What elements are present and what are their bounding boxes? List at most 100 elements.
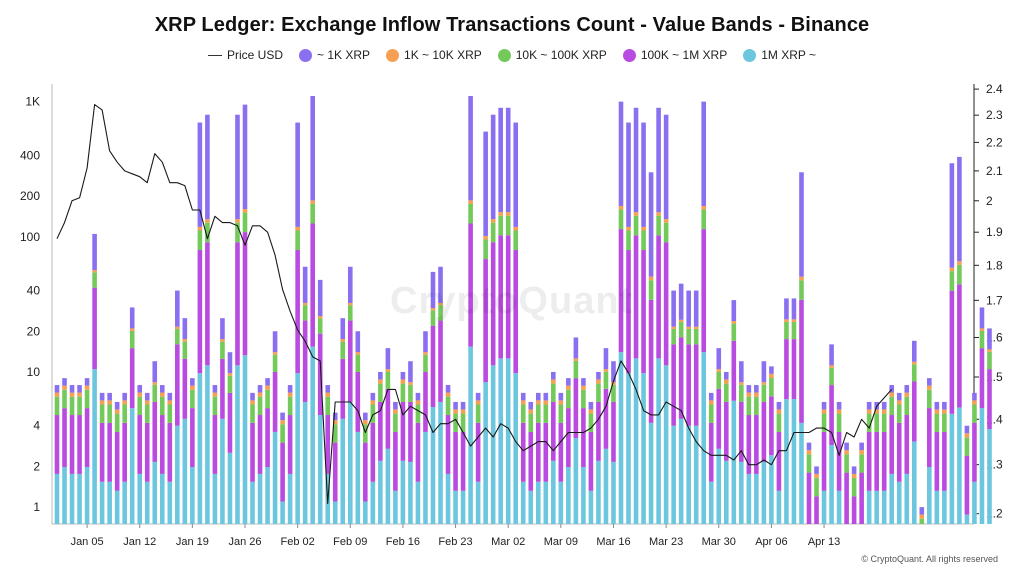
- bar-segment-1m-plus: [769, 455, 774, 524]
- y-tick-label: 1: [33, 500, 40, 514]
- bar-segment-1m-plus: [265, 467, 270, 524]
- bar-segment-10k-100k: [851, 478, 857, 497]
- legend-item-band-2[interactable]: 1K ~ 10K XRP: [386, 48, 482, 62]
- bar-segment-under-1k: [784, 298, 789, 320]
- bar-segment-1k-10k: [205, 219, 210, 223]
- bar-segment-1k-10k: [761, 382, 767, 385]
- bar-segment-1k-10k: [844, 450, 849, 455]
- legend-item-band-3[interactable]: 10K ~ 100K XRP: [497, 48, 607, 62]
- bar-segment-100k-1m: [453, 431, 458, 491]
- bar-segment-100k-1m: [701, 229, 707, 353]
- bar-segment-under-1k: [430, 271, 436, 309]
- bar-segment-1k-10k: [212, 392, 218, 397]
- bar-segment-1k-10k: [551, 379, 556, 384]
- bar-segment-100k-1m: [137, 415, 143, 474]
- bar-segment-10k-100k: [859, 454, 864, 473]
- bar-segment-under-1k: [972, 392, 977, 401]
- bar-segment-1m-plus: [573, 438, 579, 524]
- bar-segment-under-1k: [558, 392, 564, 401]
- bar-segment-100k-1m: [385, 388, 391, 449]
- bar-segment-under-1k: [934, 401, 940, 410]
- bar-segment-1k-10k: [769, 373, 774, 379]
- bar-segment-100k-1m: [62, 408, 67, 468]
- bar-segment-10k-100k: [445, 396, 451, 416]
- bar-segment-1k-10k: [385, 369, 391, 372]
- bar-segment-10k-100k: [317, 318, 323, 334]
- bar-segment-under-1k: [927, 378, 932, 386]
- bar-segment-1m-plus: [799, 422, 804, 524]
- bar-segment-1m-plus: [287, 473, 293, 524]
- bar-segment-100k-1m: [551, 401, 556, 461]
- bar-segment-under-1k: [205, 114, 210, 220]
- bar-segment-10k-100k: [761, 384, 767, 402]
- bar-segment-1m-plus: [723, 460, 729, 524]
- bar-segment-10k-100k: [904, 396, 910, 416]
- bar-segment-100k-1m: [317, 333, 323, 416]
- bar-segment-100k-1m: [475, 422, 481, 482]
- bar-segment-10k-100k: [520, 404, 526, 423]
- bar-segment-1k-10k: [235, 219, 240, 223]
- bar-segment-under-1k: [92, 233, 97, 271]
- bar-segment-100k-1m: [242, 232, 248, 356]
- bar-segment-100k-1m: [889, 415, 895, 474]
- bar-segment-1m-plus: [235, 365, 240, 524]
- bar-segment-10k-100k: [310, 203, 315, 224]
- bar-segment-under-1k: [949, 163, 955, 268]
- x-tick-label: Feb 09: [333, 536, 367, 548]
- bar-segment-1m-plus: [505, 358, 511, 524]
- bar-segment-1k-10k: [498, 212, 503, 216]
- y-tick-label: 20: [27, 324, 41, 338]
- legend-item-band-5[interactable]: 1M XRP ~: [743, 48, 816, 62]
- legend-item-price[interactable]: Price USD: [207, 48, 283, 62]
- bar-segment-1k-10k: [122, 400, 127, 405]
- legend-item-band-4[interactable]: 100K ~ 1M XRP: [622, 48, 727, 62]
- bar-segment-10k-100k: [874, 413, 879, 432]
- bar-segment-1k-10k: [957, 261, 962, 265]
- bar-segment-1m-plus: [678, 418, 684, 524]
- bar-segment-10k-100k: [671, 328, 676, 345]
- bar-segment-1m-plus: [257, 473, 263, 524]
- bar-segment-100k-1m: [84, 408, 90, 468]
- bar-segment-under-1k: [881, 401, 887, 410]
- bar-segment-under-1k: [603, 348, 609, 370]
- bar-segment-1m-plus: [340, 418, 346, 524]
- bar-segment-100k-1m: [483, 259, 488, 383]
- bar-segment-1k-10k: [190, 385, 195, 390]
- bar-segment-10k-100k: [776, 413, 782, 432]
- bar-segment-10k-100k: [227, 375, 233, 393]
- bar-segment-under-1k: [280, 412, 285, 421]
- bar-segment-1m-plus: [175, 425, 180, 524]
- bar-segment-10k-100k: [889, 396, 895, 416]
- bar-segment-100k-1m: [370, 422, 376, 482]
- legend-dot-swatch: [497, 48, 511, 62]
- bar-segment-under-1k: [799, 172, 804, 277]
- bar-segment-under-1k: [220, 318, 225, 340]
- bar-segment-1m-plus: [317, 415, 323, 524]
- bar-segment-under-1k: [859, 442, 864, 451]
- y2-tick-label: 1.7: [986, 293, 1003, 307]
- bar-segment-100k-1m: [363, 442, 368, 502]
- bar-segment-1m-plus: [874, 490, 879, 524]
- bar-segment-1m-plus: [423, 431, 428, 524]
- bar-segment-1m-plus: [716, 448, 722, 524]
- bar-segment-1k-10k: [573, 358, 579, 361]
- bar-segment-100k-1m: [144, 422, 150, 482]
- bar-segment-1k-10k: [708, 400, 714, 405]
- x-tick-label: Feb 23: [438, 536, 472, 548]
- bar-segment-1m-plus: [483, 382, 488, 524]
- bar-segment-100k-1m: [581, 408, 586, 468]
- bar-segment-1m-plus: [656, 358, 661, 524]
- bar-segment-under-1k: [242, 104, 248, 209]
- bar-segment-1m-plus: [543, 481, 549, 524]
- bar-segment-10k-100k: [596, 383, 601, 402]
- bar-segment-under-1k: [919, 507, 925, 515]
- bar-segment-under-1k: [806, 442, 812, 451]
- bar-segment-1m-plus: [558, 481, 564, 524]
- bar-segment-10k-100k: [175, 328, 180, 345]
- bar-segment-1m-plus: [761, 461, 767, 524]
- bar-segment-1m-plus: [911, 441, 917, 524]
- bar-segment-1k-10k: [866, 409, 872, 414]
- legend-item-band-1[interactable]: ~ 1K XRP: [299, 48, 370, 62]
- price-usd-line: [56, 104, 893, 505]
- bar-segment-10k-100k: [543, 404, 549, 423]
